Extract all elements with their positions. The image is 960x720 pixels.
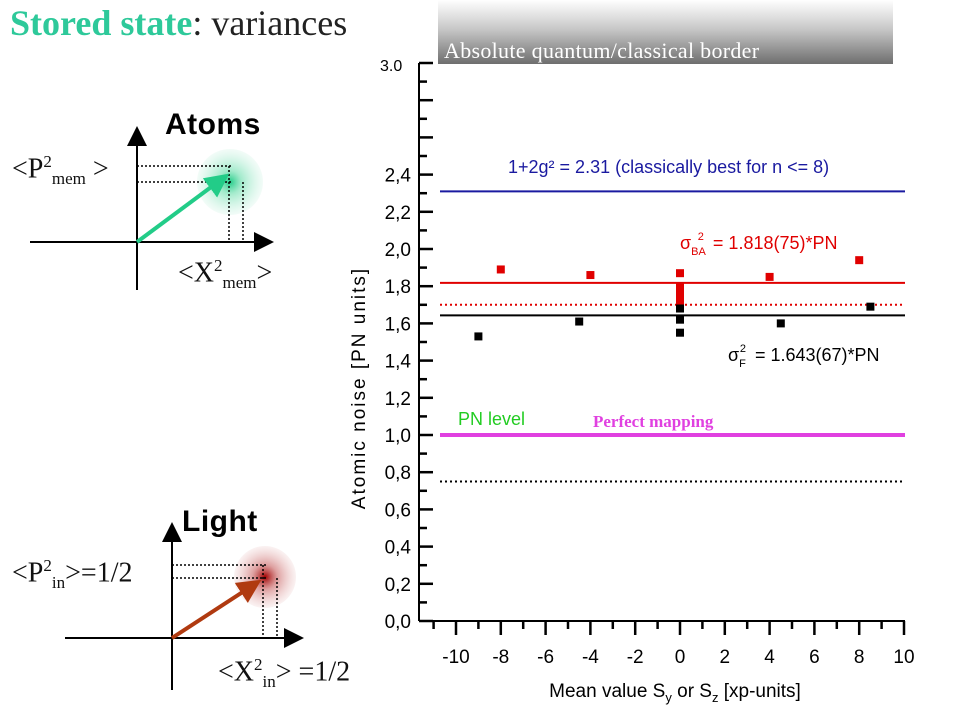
x-tick-label: -6 xyxy=(537,647,554,668)
y-tick-label: 0,0 xyxy=(385,612,411,633)
border-banner xyxy=(438,0,893,64)
page-title: Stored state: variances xyxy=(10,2,347,44)
y-tick-label: 0,4 xyxy=(385,538,412,559)
y-top-tick-label: 3.0 xyxy=(380,58,402,75)
data-point xyxy=(866,302,875,311)
y-tick-label: 1,8 xyxy=(385,277,411,298)
x-tick-label: -4 xyxy=(582,647,599,668)
data-point xyxy=(676,304,684,313)
x-tick-label: -2 xyxy=(627,647,644,668)
atoms-x-label: <X2mem> xyxy=(178,256,273,292)
y-tick-label: 0,8 xyxy=(385,463,411,484)
data-point xyxy=(676,315,684,324)
light-state-arrow xyxy=(170,579,262,640)
data-point xyxy=(575,317,584,326)
border-banner-text: Absolute quantum/classical border xyxy=(444,38,760,63)
pn-level-label: PN level xyxy=(458,409,525,429)
x-tick-label: 6 xyxy=(809,647,820,668)
atoms-heading: Atoms xyxy=(165,108,261,141)
perfect-mapping-label: Perfect mapping xyxy=(593,412,714,431)
data-point xyxy=(676,282,684,291)
data-point xyxy=(586,271,595,280)
light-diagram xyxy=(65,522,304,690)
y-tick-label: 1,6 xyxy=(385,314,411,335)
x-tick-label: 10 xyxy=(893,647,914,668)
x-tick-label: 0 xyxy=(675,647,686,668)
x-tick-label: 8 xyxy=(854,647,865,668)
sigma-f-label: σF2 = 1.643(67)*PN xyxy=(728,343,880,370)
data-point xyxy=(676,295,684,304)
y-tick-label: 1,4 xyxy=(385,352,412,373)
data-point xyxy=(855,256,864,265)
x-tick-label: -8 xyxy=(492,647,509,668)
light-x-label: <X2in> =1/2 xyxy=(218,655,351,691)
y-axis-label: Atomic noise [PN units] xyxy=(349,267,370,509)
data-point xyxy=(676,328,684,337)
data-point xyxy=(776,319,785,328)
x-tick-label: -10 xyxy=(442,647,469,668)
atoms-diagram xyxy=(30,126,274,290)
title-highlight: Stored state xyxy=(10,3,193,43)
sigma-ba-label: σBA2 = 1.818(75)*PN xyxy=(680,231,838,258)
classical-line-label: 1+2g² = 2.31 (classically best for n <= … xyxy=(508,157,829,177)
data-point xyxy=(496,265,505,274)
y-tick-label: 2,4 xyxy=(385,166,412,187)
y-tick-label: 0,2 xyxy=(385,575,411,596)
light-p-label: <P2in>=1/2 xyxy=(12,556,133,592)
x-axis-label: Mean value Sy or Sz [xp-units] xyxy=(549,681,801,705)
y-tick-label: 0,6 xyxy=(385,500,411,521)
x-tick-label: 2 xyxy=(720,647,731,668)
atoms-p-label: <P2mem > xyxy=(12,152,109,188)
y-tick-label: 1,2 xyxy=(385,389,411,410)
light-heading: Light xyxy=(182,505,258,538)
y-tick-label: 2,0 xyxy=(385,240,411,261)
title-rest: : variances xyxy=(192,3,348,43)
x-tick-label: 4 xyxy=(764,647,775,668)
phase-space-diagrams xyxy=(30,126,304,690)
y-tick-label: 2,2 xyxy=(385,203,411,224)
data-point xyxy=(676,269,684,278)
data-point xyxy=(676,289,684,298)
atoms-state-arrow xyxy=(135,173,230,244)
data-point xyxy=(765,272,774,281)
data-point xyxy=(474,332,483,341)
y-tick-label: 1,0 xyxy=(385,426,411,447)
